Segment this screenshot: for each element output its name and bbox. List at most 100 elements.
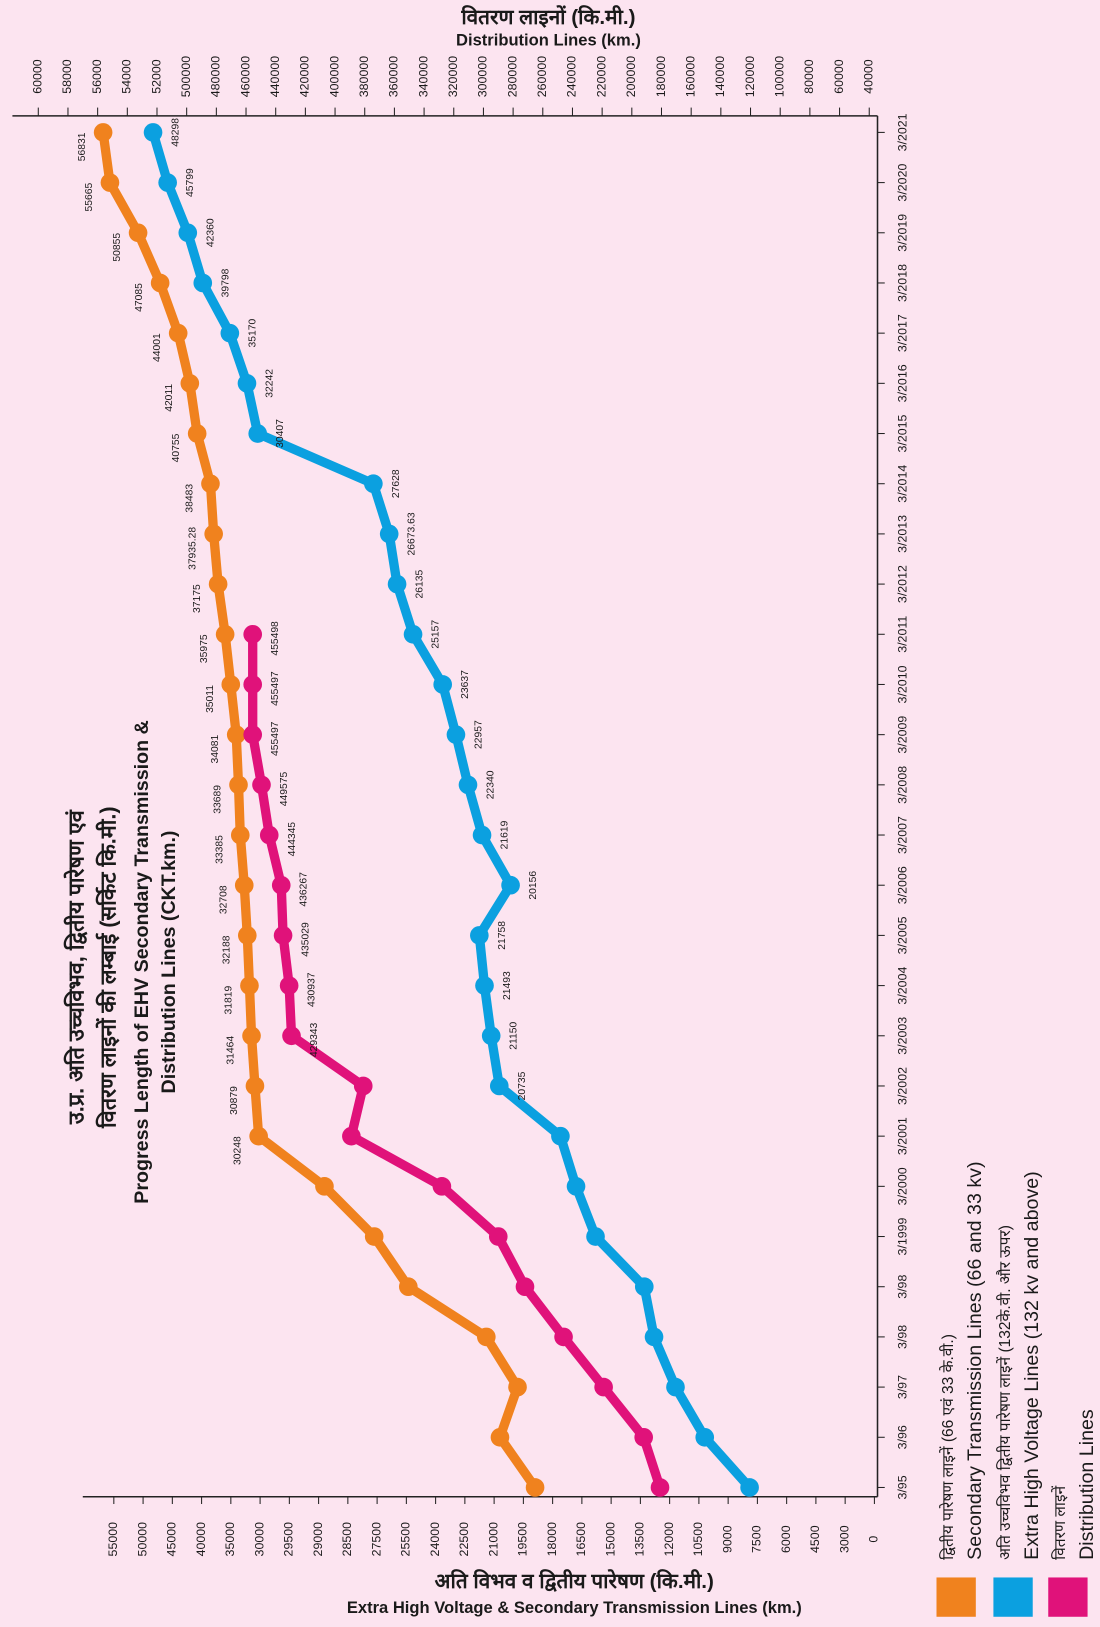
y-tick-label: 15000 <box>603 1522 617 1557</box>
series-line <box>148 131 754 1491</box>
data-point <box>364 1227 384 1246</box>
data-label: 23637 <box>460 670 471 699</box>
data-label: 26673.63 <box>407 512 418 555</box>
data-point <box>243 675 263 694</box>
data-point <box>215 624 235 644</box>
data-point <box>237 374 257 393</box>
data-point <box>230 825 250 845</box>
data-point <box>168 323 188 343</box>
x-tick-label: 3/2011 <box>896 616 910 653</box>
data-point <box>180 374 200 393</box>
y-tick-label: 7500 <box>750 1525 764 1553</box>
data-label: 21493 <box>502 971 513 1000</box>
legend-swatch <box>936 1577 976 1617</box>
y2-tick-label: 56000 <box>90 59 104 94</box>
data-point <box>282 1026 301 1046</box>
data-point <box>229 775 248 795</box>
data-point <box>220 323 240 343</box>
data-point <box>249 1126 268 1146</box>
data-point <box>243 624 263 644</box>
data-point <box>403 624 423 644</box>
x-tick-label: 3/2000 <box>896 1167 910 1205</box>
data-label: 32188 <box>221 935 232 964</box>
data-point <box>472 825 492 845</box>
x-tick-label: 3/2006 <box>896 866 910 904</box>
x-tick-label: 3/2020 <box>896 164 910 202</box>
data-point <box>273 926 293 945</box>
x-tick-label: 3/2008 <box>896 766 910 804</box>
data-point <box>178 223 198 243</box>
y-tick-label: 18000 <box>545 1522 559 1557</box>
data-point <box>242 1026 261 1046</box>
data-point <box>201 474 220 494</box>
data-label: 25157 <box>431 620 442 649</box>
legend-label-hindi: अति उच्चविभव द्वितीय पारेषण लाइनें (132क… <box>996 1225 1014 1560</box>
data-point <box>353 1076 373 1096</box>
data-label: 449575 <box>279 771 290 806</box>
data-point <box>379 524 399 544</box>
data-label: 33385 <box>214 835 225 864</box>
y2-tick-label: 220000 <box>594 56 608 97</box>
y2-tick-label: 160000 <box>683 56 697 97</box>
y-tick-label: 55000 <box>106 1522 120 1557</box>
data-label: 37175 <box>192 584 203 613</box>
y2-tick-label: 80000 <box>802 59 816 94</box>
data-point <box>387 574 407 594</box>
x-tick-label: 3/95 <box>896 1475 910 1499</box>
data-point <box>490 1427 510 1447</box>
data-point <box>271 875 291 895</box>
y2-tick-label: 180000 <box>654 56 668 97</box>
data-label: 26135 <box>415 569 426 598</box>
y2-tick-label: 460000 <box>238 56 252 97</box>
data-point <box>470 926 489 945</box>
chart-title: Distribution Lines (CKT.km.) <box>158 831 180 1094</box>
x-tick-label: 3/2009 <box>896 716 910 754</box>
data-label: 39798 <box>220 268 231 297</box>
y-tick-label: 24000 <box>428 1522 442 1557</box>
chart-title: उ.प्र. अति उच्चविभव, द्वितीय पारेषण एवं <box>63 809 88 1125</box>
data-point <box>150 273 170 293</box>
data-point <box>204 524 223 544</box>
y-tick-label: 10500 <box>691 1522 705 1557</box>
x-tick-label: 3/2018 <box>896 264 910 302</box>
data-label: 37935.28 <box>188 527 199 570</box>
y2-tick-label: 300000 <box>476 56 490 97</box>
chart-title: Progress Length of EHV Secondary Transmi… <box>131 720 153 1203</box>
y2-tick-label: 420000 <box>298 56 312 97</box>
data-point <box>221 675 241 694</box>
data-label: 430937 <box>307 972 318 1007</box>
data-point <box>446 725 466 744</box>
data-point <box>279 976 299 995</box>
x-tick-label: 3/2021 <box>896 113 910 151</box>
data-point <box>481 1026 501 1046</box>
y-tick-label: 12000 <box>662 1522 676 1557</box>
data-point <box>634 1427 654 1447</box>
data-label: 50855 <box>112 233 123 262</box>
data-label: 30407 <box>275 419 286 448</box>
data-label: 48298 <box>171 118 182 147</box>
y2-axis-title: वितरण लाइनों (कि.मी.) <box>460 5 635 29</box>
legend-label-hindi: द्वितीय पारेषण लाइनें (66 एवं 33 के.वी.) <box>939 1334 957 1560</box>
y-tick-label: 19500 <box>516 1522 530 1557</box>
data-point <box>245 1076 265 1096</box>
y-tick-label: 50000 <box>135 1522 149 1557</box>
data-point <box>158 173 177 192</box>
y2-tick-label: 120000 <box>743 56 757 97</box>
data-point <box>128 223 148 243</box>
x-tick-label: 3/2004 <box>896 967 910 1005</box>
data-label: 30248 <box>233 1136 244 1165</box>
legend-label: Secondary Transmission Lines (66 and 33 … <box>964 1161 986 1559</box>
y2-tick-label: 400000 <box>327 56 341 97</box>
y2-tick-label: 54000 <box>120 59 134 94</box>
y-tick-label: 4500 <box>808 1525 822 1553</box>
legend-label: Distribution Lines <box>1076 1409 1098 1560</box>
data-label: 40755 <box>171 433 182 462</box>
legend-swatch <box>1048 1577 1088 1617</box>
y-tick-label: 29000 <box>311 1522 325 1557</box>
data-label: 31819 <box>223 985 234 1014</box>
y2-tick-label: 140000 <box>713 56 727 97</box>
data-point <box>515 1277 535 1297</box>
data-point <box>433 675 453 694</box>
data-point <box>315 1177 334 1196</box>
